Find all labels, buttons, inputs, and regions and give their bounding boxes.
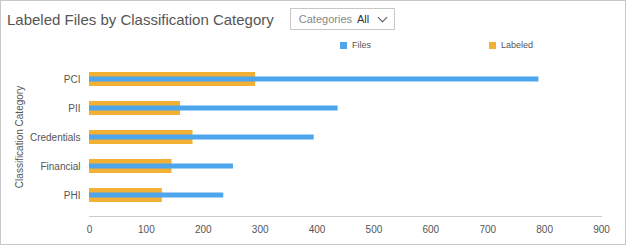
html-text:Labeled: Labeled: [501, 40, 534, 50]
html-text:Files: Files: [352, 40, 371, 50]
svg-text:600: 600: [422, 224, 439, 235]
html-text:All: All: [357, 13, 370, 25]
svg-text:900: 900: [593, 224, 610, 235]
svg-text:PHI: PHI: [64, 190, 81, 201]
svg-text:800: 800: [536, 224, 553, 235]
svg-text:200: 200: [195, 224, 212, 235]
svg-text:400: 400: [309, 224, 326, 235]
svg-text:Financial: Financial: [40, 161, 80, 172]
svg-text:Classification Category: Classification Category: [14, 86, 25, 188]
svg-text:500: 500: [366, 224, 383, 235]
svg-text:PII: PII: [68, 103, 80, 114]
html-text:Labeled Files by Classificatio: Labeled Files by Classification Category: [7, 10, 274, 28]
svg-text:Credentials: Credentials: [30, 132, 81, 143]
svg-text:0: 0: [87, 224, 93, 235]
svg-text:700: 700: [479, 224, 496, 235]
svg-text:100: 100: [138, 224, 155, 235]
svg-text:PCI: PCI: [64, 74, 81, 85]
html-text:Categories: Categories: [298, 13, 352, 25]
svg-text:300: 300: [252, 224, 269, 235]
